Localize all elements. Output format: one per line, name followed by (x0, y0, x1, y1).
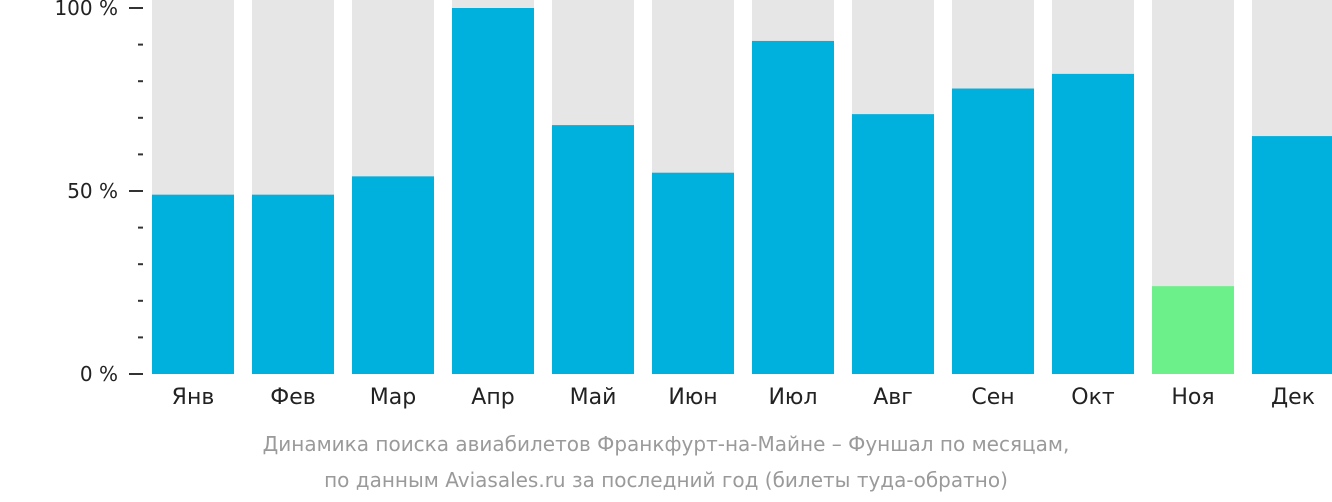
x-tick-label: Окт (1071, 385, 1115, 410)
bar-10 (1052, 73, 1134, 374)
data-bars (152, 8, 1332, 375)
bar-1 (152, 194, 234, 374)
x-tick-label: Мар (370, 385, 416, 410)
bar-11 (1152, 286, 1234, 374)
y-tick-label: 50 % (67, 179, 118, 203)
bar-7 (752, 40, 834, 374)
x-tick-label: Фев (270, 385, 315, 410)
x-tick-label: Июн (668, 385, 717, 410)
x-axis-labels: Янв Фев Мар Апр Май Июн Июл Авг Сен Окт Ноя Дек (172, 385, 1315, 410)
x-tick-label: Дек (1271, 385, 1315, 410)
bar-chart: 0 % 50 % 100 % Янв Фев Мар Апр Май Июн Июл Авг Сен… (54, 0, 1332, 410)
x-tick-label: Авг (873, 385, 913, 410)
bar-4 (452, 8, 534, 374)
x-tick-label: Сен (971, 385, 1014, 410)
bar-9 (952, 88, 1034, 375)
bar-12 (1252, 136, 1332, 374)
bar-5 (552, 125, 634, 375)
x-tick-label: Апр (471, 385, 514, 410)
chart-caption-line-2: по данным Aviasales.ru за последний год … (324, 468, 1008, 492)
bar-8 (852, 114, 934, 374)
x-tick-label: Июл (768, 385, 817, 410)
chart-caption-line-1: Динамика поиска авиабилетов Франкфурт-на… (262, 432, 1070, 456)
y-tick-label: 100 % (54, 0, 118, 20)
x-tick-label: Ноя (1171, 385, 1214, 410)
y-axis: 0 % 50 % 100 % (54, 0, 143, 386)
x-tick-label: Май (570, 385, 617, 410)
bar-2 (252, 194, 334, 374)
bar-3 (352, 176, 434, 374)
x-tick-label: Янв (172, 385, 215, 410)
y-tick-label: 0 % (80, 362, 118, 386)
bar-6 (652, 172, 734, 374)
